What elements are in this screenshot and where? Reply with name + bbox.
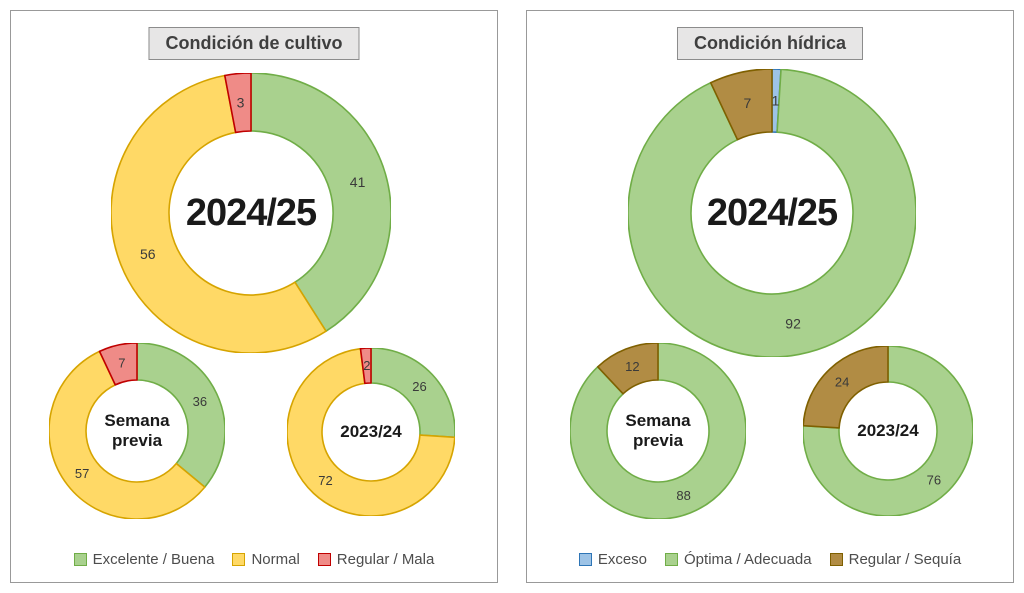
segment-value-label: 24 [835,375,849,390]
legend-label: Exceso [597,551,648,568]
legend-swatch-brown [829,553,843,566]
legend-swatch-green [665,553,679,566]
legend-label: Regular / Sequía [848,551,962,568]
legend-label: Regular / Mala [336,551,435,568]
segment-value-label: 72 [318,473,332,488]
panel-condicion-hidrica: Condición hídrica 1 92 7 2024/25 88 12 Sema… [526,10,1014,583]
segment-value-label: 2 [363,358,370,373]
donut-cultivo-semana-previa: 36 57 7 Semana previa [49,343,225,519]
segment-value-label: 56 [140,246,156,262]
donut-segment-óptima-adecuada [628,69,916,357]
legend-item-regular-mala: Regular / Mala [317,551,435,568]
donut-segment-regular-sequía [803,346,889,429]
donut-svg: 88 12 [570,343,746,519]
donut-svg: 76 24 [803,346,973,516]
donut-segment-excelente-buena [250,73,391,333]
legend-item-excelente-buena: Excelente / Buena [73,551,215,568]
segment-value-label: 3 [237,94,245,110]
segment-value-label: 26 [412,379,426,394]
legend-swatch-green [73,553,87,566]
segment-value-label: 7 [744,95,752,111]
segment-value-label: 88 [676,488,690,503]
legend-hidrica: Exceso Óptima / Adecuada Regular / Sequí… [527,551,1013,568]
donut-segment-regular-mala [359,348,372,385]
legend-item-optima-adecuada: Óptima / Adecuada [665,551,812,568]
panel-condicion-cultivo: Condición de cultivo 41 56 3 2024/25 36 57 7… [10,10,498,583]
donut-segment-normal [287,348,455,516]
legend-item-exceso: Exceso [578,551,648,568]
panel-title: Condición de cultivo [148,27,360,60]
legend-item-normal: Normal [232,551,300,568]
legend-cultivo: Excelente / Buena Normal Regular / Mala [11,551,497,568]
donut-segment-óptima-adecuada [570,343,746,519]
legend-label: Excelente / Buena [92,551,215,568]
donut-segment-regular-sequía [709,69,773,141]
donut-svg: 36 57 7 [49,343,225,519]
donut-segment-normal [111,74,327,353]
donut-svg: 26 72 2 [287,348,455,516]
legend-item-regular-sequia: Regular / Sequía [829,551,962,568]
segment-value-label: 12 [625,359,639,374]
segment-value-label: 92 [785,316,801,332]
donut-segment-regular-mala [223,73,252,134]
donut-segment-normal [49,350,206,519]
legend-swatch-red [317,553,331,566]
legend-label: Óptima / Adecuada [684,551,812,568]
segment-value-label: 57 [75,466,89,481]
segment-value-label: 36 [193,394,207,409]
donut-hidrica-2024-25: 1 92 7 2024/25 [628,69,916,357]
donut-segment-regular-sequía [596,343,659,395]
donut-svg: 41 56 3 [111,73,391,353]
donut-cultivo-2023-24: 26 72 2 2023/24 [287,348,455,516]
donut-segment-excelente-buena [136,343,225,488]
segment-value-label: 41 [350,174,366,190]
donut-segment-regular-mala [98,343,138,386]
legend-swatch-blue [578,553,592,566]
legend-label: Normal [251,551,300,568]
segment-value-label: 7 [118,356,125,371]
donut-segment-óptima-adecuada [803,346,973,516]
legend-swatch-yellow [232,553,246,566]
donut-cultivo-2024-25: 41 56 3 2024/25 [111,73,391,353]
donut-hidrica-2023-24: 76 24 2023/24 [803,346,973,516]
segment-value-label: 76 [927,472,941,487]
donut-hidrica-semana-previa: 88 12 Semana previa [570,343,746,519]
panel-title: Condición hídrica [676,27,864,60]
segment-value-label: 1 [772,93,780,109]
